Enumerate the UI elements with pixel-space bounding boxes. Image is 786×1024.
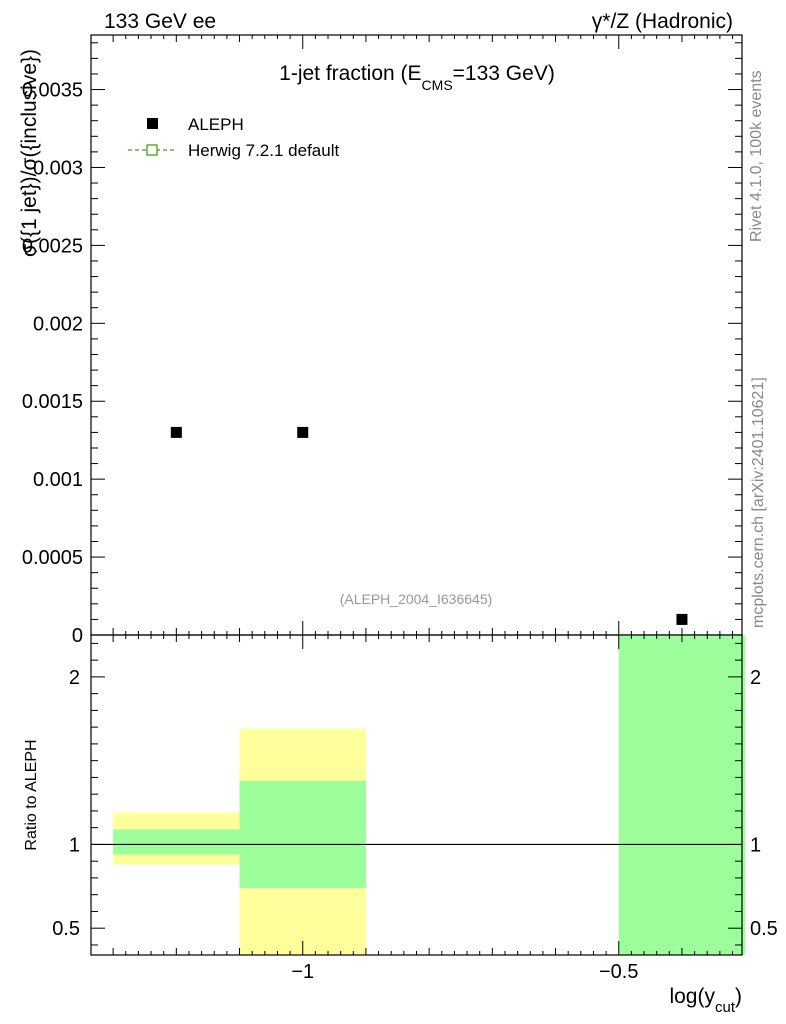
legend-aleph-marker bbox=[147, 118, 158, 129]
ytick-label: 0.001 bbox=[33, 469, 83, 491]
legend-aleph-label: ALEPH bbox=[188, 115, 244, 134]
rivet-version-label: Rivet 4.1.0, 100k events bbox=[748, 70, 765, 242]
ytick-label: 0.0015 bbox=[22, 391, 83, 413]
header-left-label: 133 GeV ee bbox=[104, 10, 216, 33]
data-point-aleph bbox=[297, 426, 309, 438]
plot-title-tail: =133 GeV) bbox=[453, 62, 555, 85]
ytick-label: 0.003 bbox=[33, 157, 83, 179]
ratio-ytick-label-right: 1 bbox=[750, 834, 761, 856]
ytick-label: 0.0025 bbox=[22, 235, 83, 257]
ratio-ytick-label-right: 0.5 bbox=[750, 918, 778, 940]
ytick-label: 0 bbox=[72, 625, 83, 647]
ratio-band-inner bbox=[239, 780, 366, 888]
ratio-plot-frame bbox=[90, 634, 743, 956]
ratio-ytick-label-right: 2 bbox=[750, 667, 761, 689]
ratio-ytick-label: 1 bbox=[69, 834, 80, 856]
data-point-aleph bbox=[676, 613, 688, 625]
bottom-axis-ticks: 0.5 0.5 1 1 2 2 −1 −0.5 bbox=[52, 635, 778, 983]
legend-herwig-label: Herwig 7.2.1 default bbox=[188, 141, 339, 160]
xlabel: log(ycut) bbox=[669, 985, 742, 1016]
data-points bbox=[170, 426, 688, 625]
xtick-label: −1 bbox=[291, 961, 314, 983]
ytick-label: 0.0035 bbox=[22, 80, 83, 102]
plot-title: 1-jet fraction (ECMS=133 GeV) bbox=[279, 62, 555, 93]
plot-title-main: 1-jet fraction (E bbox=[279, 62, 421, 85]
ytick-label: 0.002 bbox=[33, 313, 83, 335]
ratio-bands bbox=[91, 635, 746, 955]
xlabel-sub: cut bbox=[715, 999, 736, 1016]
legend: ALEPH Herwig 7.2.1 default bbox=[128, 115, 339, 160]
ratio-ytick-label: 2 bbox=[69, 667, 80, 689]
ratio-ylabel: Ratio to ALEPH bbox=[23, 739, 40, 850]
legend-herwig-marker bbox=[146, 144, 158, 156]
ytick-label: 0.0005 bbox=[22, 547, 83, 569]
xlabel-main: log(y bbox=[669, 985, 715, 1008]
analysis-watermark: (ALEPH_2004_I636645) bbox=[340, 591, 493, 607]
ratio-ytick-label: 0.5 bbox=[52, 918, 80, 940]
ratio-band-inner bbox=[113, 829, 240, 855]
mcplots-credit-label: mcplots.cern.ch [arXiv:2401.10621] bbox=[750, 377, 767, 628]
xtick-label: −0.5 bbox=[599, 961, 638, 983]
top-axis-ticks: 0 0.0005 0.001 0.0015 0.002 0.0025 0.003 0.0035 bbox=[22, 35, 742, 647]
xlabel-tail: ) bbox=[735, 985, 742, 1008]
header-right-label: γ*/Z (Hadronic) bbox=[592, 10, 733, 33]
data-point-aleph bbox=[170, 426, 182, 438]
plot-title-sub: CMS bbox=[422, 77, 453, 93]
ratio-band-inner bbox=[618, 635, 746, 955]
top-ylabel: σ({1 jet})/σ({inclusive}) bbox=[18, 49, 41, 257]
